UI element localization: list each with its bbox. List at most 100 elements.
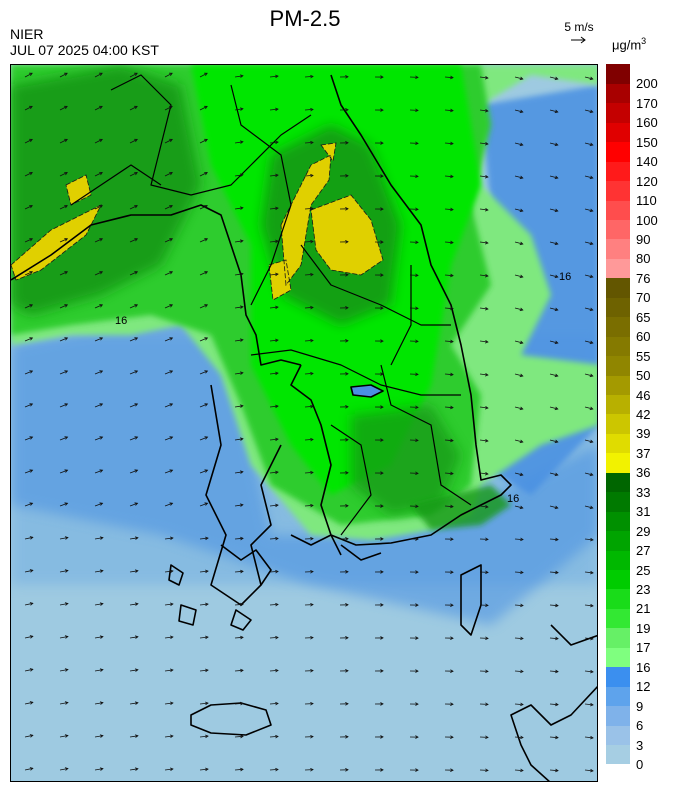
wind-vector-arrowhead-icon <box>554 439 559 444</box>
wind-vector-arrowhead-icon <box>450 405 454 410</box>
wind-vector-arrow-icon <box>24 337 33 342</box>
wind-vector-arrowhead-icon <box>29 337 34 341</box>
coastline-korea <box>290 74 512 546</box>
wind-vector-arrowhead-icon <box>415 240 419 245</box>
chart-title: PM-2.5 <box>269 6 341 31</box>
colorbar-bin-17 <box>606 627 630 648</box>
wind-vector-arrowhead-icon <box>380 306 384 310</box>
colorbar-tick-label: 23 <box>636 582 651 597</box>
wind-vector-arrowhead-icon <box>380 636 384 640</box>
wind-vector-arrowhead-icon <box>204 436 209 440</box>
wind-vector-arrow-icon <box>514 439 523 443</box>
wind-vector-arrow-icon <box>94 603 103 606</box>
wind-vector-arrowhead-icon <box>205 635 209 640</box>
wind-vector-arrowhead-icon <box>380 240 384 244</box>
wind-vector-arrow-icon <box>59 172 68 177</box>
wind-vector-arrowhead-icon <box>29 668 34 672</box>
colorbar-bin-200 <box>606 64 630 84</box>
wind-vector-arrowhead-icon <box>589 76 594 81</box>
wind-vector-arrowhead-icon <box>310 602 314 607</box>
wind-vector-arrow-icon <box>549 406 558 410</box>
colorbar-tick-label: 9 <box>636 698 644 714</box>
wind-vector-arrowhead-icon <box>240 701 244 706</box>
wind-vector-arrow-icon <box>479 472 488 475</box>
wind-vector-arrowhead-icon <box>519 142 524 147</box>
wind-vector-arrowhead-icon <box>450 207 454 212</box>
wind-vector-arrow-icon <box>24 304 33 309</box>
wind-vector-arrow-icon <box>444 175 454 178</box>
wind-vector-arrow-icon <box>129 469 138 474</box>
wind-vector-arrowhead-icon <box>275 536 279 541</box>
wind-vector-arrow-icon <box>59 735 68 738</box>
wind-vector-arrowhead-icon <box>415 702 419 706</box>
wind-vector-arrow-icon <box>444 472 454 475</box>
wind-vector-arrow-icon <box>94 436 103 441</box>
wind-vector-arrow-icon <box>129 337 138 342</box>
wind-vector-arrow-icon <box>164 304 173 309</box>
wind-vector-arrow-icon <box>234 273 243 276</box>
wind-reference-arrow-icon <box>571 36 586 44</box>
wind-vector-arrowhead-icon <box>240 569 244 574</box>
admin-boundaries <box>11 74 597 781</box>
colorbar-bin-90 <box>606 219 630 240</box>
wind-vector-arrowhead-icon <box>380 75 384 79</box>
wind-vector-arrow-icon <box>444 274 454 277</box>
wind-vector-arrowhead-icon <box>134 502 139 506</box>
wind-vector-arrow-icon <box>269 207 279 210</box>
colorbar-bin-19 <box>606 608 630 629</box>
wind-vector-arrowhead-icon <box>380 405 384 409</box>
wind-vector-arrow-icon <box>94 172 103 177</box>
colorbar-tick-label: 90 <box>636 232 651 247</box>
wind-vector-arrow-icon <box>269 736 279 738</box>
wind-vector-arrowhead-icon <box>484 405 489 410</box>
wind-vector-arrow-icon <box>479 175 488 178</box>
wind-vector-arrowhead-icon <box>345 669 349 673</box>
wind-vector-arrowhead-icon <box>275 74 279 79</box>
wind-vector-arrow-icon <box>549 736 559 739</box>
wind-reference-label: 5 m/s <box>564 20 594 34</box>
wind-vector-arrow-icon <box>514 109 523 113</box>
wind-vector-arrow-icon <box>584 472 593 476</box>
colorbar-bin-46 <box>606 375 630 396</box>
colorbar-bin-9 <box>606 686 630 707</box>
colorbar-bin-25 <box>606 550 630 571</box>
wind-vector-arrow-icon <box>199 370 208 375</box>
wind-vector-arrow-icon <box>59 570 68 573</box>
wind-vector-arrowhead-icon <box>134 469 139 473</box>
wind-vector-arrowhead-icon <box>310 272 314 277</box>
wind-vector-arrow-icon <box>549 769 559 772</box>
wind-vector-arrowhead-icon <box>240 635 244 640</box>
wind-vector-arrowhead-icon <box>415 504 419 509</box>
wind-vector-arrowhead-icon <box>169 536 174 541</box>
colorbar-tick-label: 200 <box>636 76 658 92</box>
wind-vector-arrowhead-icon <box>520 636 524 641</box>
wind-vector-arrow-icon <box>584 175 593 179</box>
wind-vector-arrow-icon <box>549 439 558 443</box>
wind-vector-arrowhead-icon <box>415 735 419 739</box>
wind-vector-arrow-icon <box>199 271 208 276</box>
wind-vector-arrow-icon <box>129 72 138 78</box>
wind-vector-arrowhead-icon <box>204 205 208 209</box>
wind-vector-arrowhead-icon <box>519 373 524 378</box>
colorbar-bin-23 <box>606 569 630 590</box>
wind-vector-arrowhead-icon <box>29 138 33 143</box>
wind-vector-arrowhead-icon <box>589 307 594 312</box>
wind-vector-arrowhead-icon <box>345 141 349 145</box>
wind-vector-arrowhead-icon <box>205 536 209 541</box>
wind-vector-arrowhead-icon <box>204 304 209 308</box>
wind-vector-arrow-icon <box>164 768 173 771</box>
wind-vector-arrow-icon <box>549 472 558 476</box>
wind-vector-arrowhead-icon <box>310 767 314 772</box>
wind-vector-arrowhead-icon <box>204 502 209 506</box>
wind-vector-arrow-icon <box>164 636 173 639</box>
wind-vector-arrowhead-icon <box>484 306 489 311</box>
colorbar-tick-label: 21 <box>636 601 651 617</box>
wind-vector-arrow-icon <box>549 505 558 509</box>
wind-vector-arrow-icon <box>549 241 558 245</box>
wind-vector-arrowhead-icon <box>239 107 244 111</box>
wind-vector-arrow-icon <box>129 669 138 672</box>
wind-vector-arrowhead-icon <box>275 338 279 343</box>
wind-vector-arrowhead-icon <box>310 305 314 310</box>
wind-vector-arrow-icon <box>164 205 173 210</box>
wind-vector-arrow-icon <box>129 403 138 408</box>
